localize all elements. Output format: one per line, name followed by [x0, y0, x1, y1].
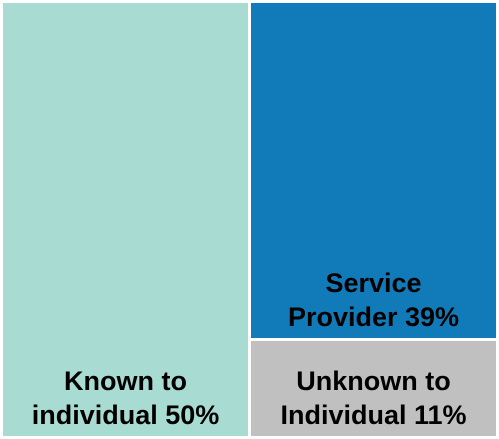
tile-label-line: Provider 39% — [287, 302, 460, 332]
tile-known-to-individual: Known to individual 50% — [3, 3, 248, 436]
tile-label-line: Individual 11% — [280, 400, 467, 430]
tile-service-provider: Service Provider 39% — [251, 3, 496, 338]
tile-label-line: Known to — [64, 366, 187, 396]
tile-unknown-to-individual: Unknown to Individual 11% — [251, 341, 496, 436]
tile-label-service-provider: Service Provider 39% — [251, 266, 496, 334]
tile-label-line: individual 50% — [31, 400, 220, 430]
tile-label-line: Service — [325, 268, 422, 298]
tile-label-known-to-individual: Known to individual 50% — [3, 364, 248, 432]
tile-label-line: Unknown to — [296, 366, 451, 396]
tile-label-unknown-to-individual: Unknown to Individual 11% — [251, 364, 496, 432]
